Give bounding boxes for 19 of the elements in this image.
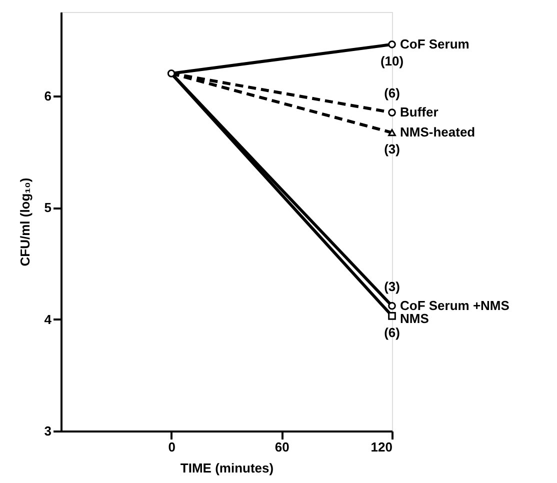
annotation: (3) <box>384 278 400 294</box>
y-tick-label: 3 <box>44 424 52 438</box>
annotation: (6) <box>384 86 400 101</box>
y-axis-title: CFU/ml (log₁₀) <box>17 178 32 266</box>
series-label: NMS <box>400 310 430 326</box>
series-label: Buffer <box>400 104 438 120</box>
annotation: (3) <box>384 142 400 157</box>
x-tick-label: 0 <box>168 440 176 454</box>
y-tick-label: 5 <box>44 200 52 216</box>
y-tick-label: 6 <box>44 88 52 104</box>
annotation: (10) <box>380 53 404 68</box>
x-axis-title: TIME (minutes) <box>180 460 274 476</box>
y-tick-label: 4 <box>44 312 52 327</box>
series-label: CoF Serum <box>400 36 470 52</box>
x-tick-label: 120 <box>370 440 392 454</box>
annotation: (6) <box>384 324 400 340</box>
x-tick-label: 60 <box>274 440 290 454</box>
series-label: CoF Serum +NMS <box>400 298 510 313</box>
series-label: NMS-heated <box>400 124 476 140</box>
